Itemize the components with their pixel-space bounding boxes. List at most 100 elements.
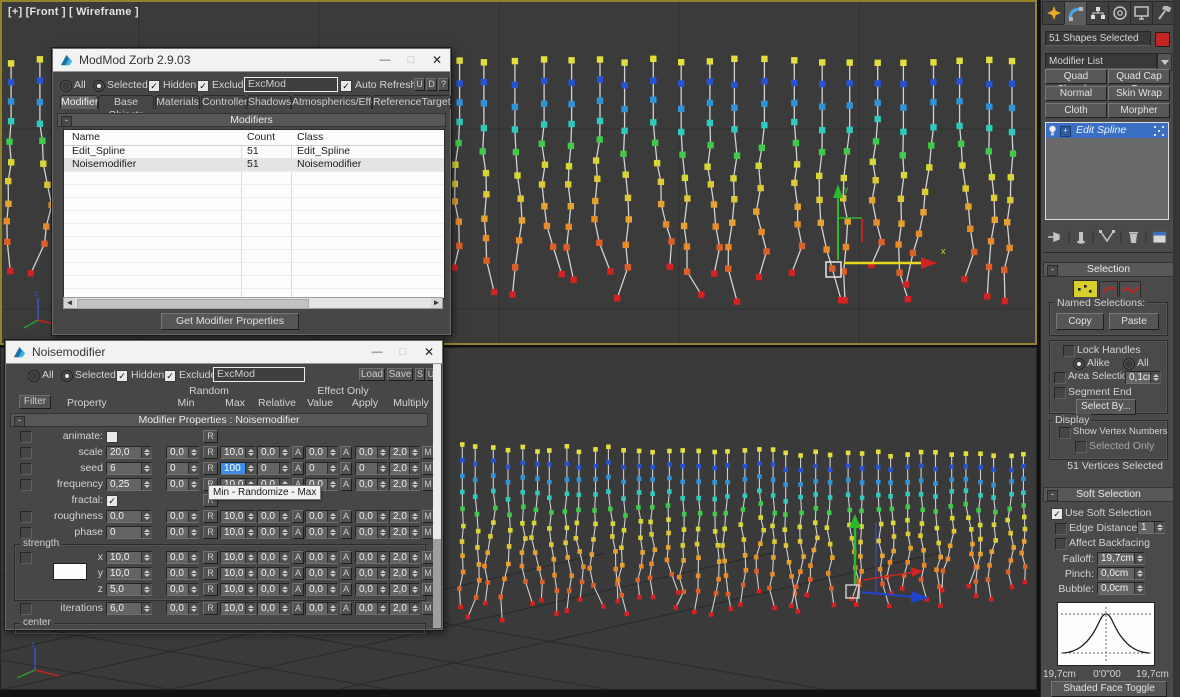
paste-button[interactable]: Paste [1109,313,1159,330]
table-row[interactable]: Edit_Spline 51 Edit_Spline [64,145,444,159]
radio-selected[interactable] [61,370,73,382]
iterations-multiply-field-spinner[interactable] [409,603,419,614]
copy-button[interactable]: Copy [1056,313,1104,330]
phase-apply-field-spinner[interactable] [377,527,387,538]
modifiers-rollout[interactable]: - Modifiers [57,113,446,127]
x-relative-field[interactable]: 0,0 [257,551,290,564]
scale-value-field[interactable]: 20,0 [106,446,152,459]
exclude-checkbox[interactable]: ✓ [197,80,209,92]
iterations-apply-value-button[interactable]: A [340,602,352,615]
phase-effect-value-field[interactable]: 0,0 [305,526,338,539]
table-row[interactable] [64,197,444,211]
phase-value-field-spinner[interactable] [141,527,151,538]
modifier-button-morpher[interactable]: Morpher [1108,103,1170,118]
shaded-face-toggle-button[interactable]: Shaded Face Toggle [1051,681,1167,697]
collapse-icon[interactable]: - [14,416,25,427]
edge-distance-checkbox[interactable] [1055,523,1067,535]
seed-multiply-field-spinner[interactable] [409,463,419,474]
z-multiply-field[interactable]: 2,0 [389,583,420,596]
iterations-effect-value-field-spinner[interactable] [327,603,337,614]
seed-relative-field-spinner[interactable] [279,463,289,474]
radio-all[interactable] [60,80,72,92]
x-value-field-spinner[interactable] [141,552,151,563]
tab-modifiers[interactable]: Modifiers [60,95,104,109]
close-icon[interactable]: ✕ [423,345,435,359]
get-modifier-properties-button[interactable]: Get Modifier Properties [161,313,299,330]
y-randomize-button[interactable]: R [203,567,218,580]
radio-all[interactable] [28,370,40,382]
modifier-button-skin-wrap[interactable]: Skin Wrap [1108,86,1170,101]
x-value-field[interactable]: 10,0 [106,551,152,564]
show-end-result-icon[interactable] [1075,230,1087,244]
exclude-input[interactable]: ExcMod [244,77,338,92]
frequency-apply-field[interactable]: 0,0 [355,478,388,491]
y-apply-field[interactable]: 0,0 [355,567,388,580]
iterations-effect-value-field[interactable]: 0,0 [305,602,338,615]
affect-backfacing-checkbox[interactable] [1055,538,1067,550]
scale-effect-value-field[interactable]: 0,0 [305,446,338,459]
x-apply-relative-button[interactable]: A [292,551,304,564]
scroll-left-icon[interactable]: ◄ [64,298,75,308]
roughness-apply-relative-button[interactable]: A [292,510,304,523]
iterations-relative-field[interactable]: 0,0 [257,602,290,615]
z-value-field[interactable]: 5,0 [106,583,152,596]
minimize-icon[interactable]: — [371,346,383,358]
y-apply-value-button[interactable]: A [340,567,352,580]
tab-create[interactable] [1042,1,1065,25]
scroll-right-icon[interactable]: ► [431,298,442,308]
iterations-max-field[interactable]: 10,0 [220,602,256,615]
remove-modifier-icon[interactable] [1127,230,1140,244]
modifier-button-quad-chamfer[interactable]: Quad Chamfer [1045,69,1107,95]
table-row[interactable] [64,171,444,185]
area-spinner[interactable] [1150,372,1160,383]
roughness-apply-field[interactable]: 0,0 [355,510,388,523]
modifier-button-normal[interactable]: Normal [1045,86,1107,101]
x-multiply-field[interactable]: 2,0 [389,551,420,564]
table-row[interactable] [64,249,444,263]
scrollbar-thumb[interactable] [433,364,441,539]
roughness-relative-field[interactable]: 0,0 [257,510,290,523]
scale-value-field-spinner[interactable] [141,447,151,458]
modifier-button-quad-cap-pro[interactable]: Quad Cap Pro [1108,69,1170,95]
vertical-scrollbar[interactable] [433,364,441,628]
frequency-apply-field-spinner[interactable] [377,479,387,490]
frequency-multiply-field-spinner[interactable] [409,479,419,490]
frequency-apply-value-button[interactable]: A [340,478,352,491]
roughness-apply-value-button[interactable]: A [340,510,352,523]
frequency-multiply-field[interactable]: 2,0 [389,478,420,491]
strength-color-swatch[interactable] [53,563,87,580]
roughness-effect-value-field[interactable]: 0,0 [305,510,338,523]
iterations-multiply-field[interactable]: 2,0 [389,602,420,615]
x-multiply-field-spinner[interactable] [409,552,419,563]
scale-apply-field-spinner[interactable] [377,447,387,458]
x-apply-field-spinner[interactable] [377,552,387,563]
table-row[interactable]: Noisemodifier 51 Noisemodifier [64,158,444,172]
z-min-field[interactable]: 0,0 [166,583,199,596]
z-effect-value-field[interactable]: 0,0 [305,583,338,596]
tab-modify[interactable] [1064,1,1087,25]
seed-apply-field-spinner[interactable] [377,463,387,474]
exclude-checkbox[interactable]: ✓ [164,370,176,382]
filter-button[interactable]: Filter [19,395,51,409]
frequency-effect-value-field-spinner[interactable] [327,479,337,490]
scale-multiply-field[interactable]: 2,0 [389,446,420,459]
y-value-field-spinner[interactable] [141,568,151,579]
row-checkbox-animate[interactable] [20,431,32,443]
modifiers-table[interactable]: Name Count Class Edit_Spline 51 Edit_Splin… [63,129,445,299]
scale-max-field-spinner[interactable] [245,447,255,458]
table-row[interactable] [64,275,444,289]
selected-only-checkbox[interactable] [1075,441,1087,453]
hidden-checkbox[interactable]: ✓ [116,370,128,382]
noise-titlebar[interactable]: Noisemodifier — □ ✕ [6,341,442,364]
load-button[interactable]: Load [359,368,385,381]
phase-max-field[interactable]: 10,0 [220,526,256,539]
scale-relative-field-spinner[interactable] [279,447,289,458]
scale-apply-relative-button[interactable]: A [292,446,304,459]
use-soft-selection-checkbox[interactable]: ✓ [1051,508,1063,520]
x-max-field-spinner[interactable] [245,552,255,563]
viewport-label[interactable]: [+] [Front ] [ Wireframe ] [8,6,139,18]
z-min-field-spinner[interactable] [188,584,198,595]
modifier-list-dropdown[interactable]: Modifier List [1045,53,1157,69]
scale-effect-value-field-spinner[interactable] [327,447,337,458]
modifier-stack[interactable]: + Edit Spline [1045,122,1169,220]
